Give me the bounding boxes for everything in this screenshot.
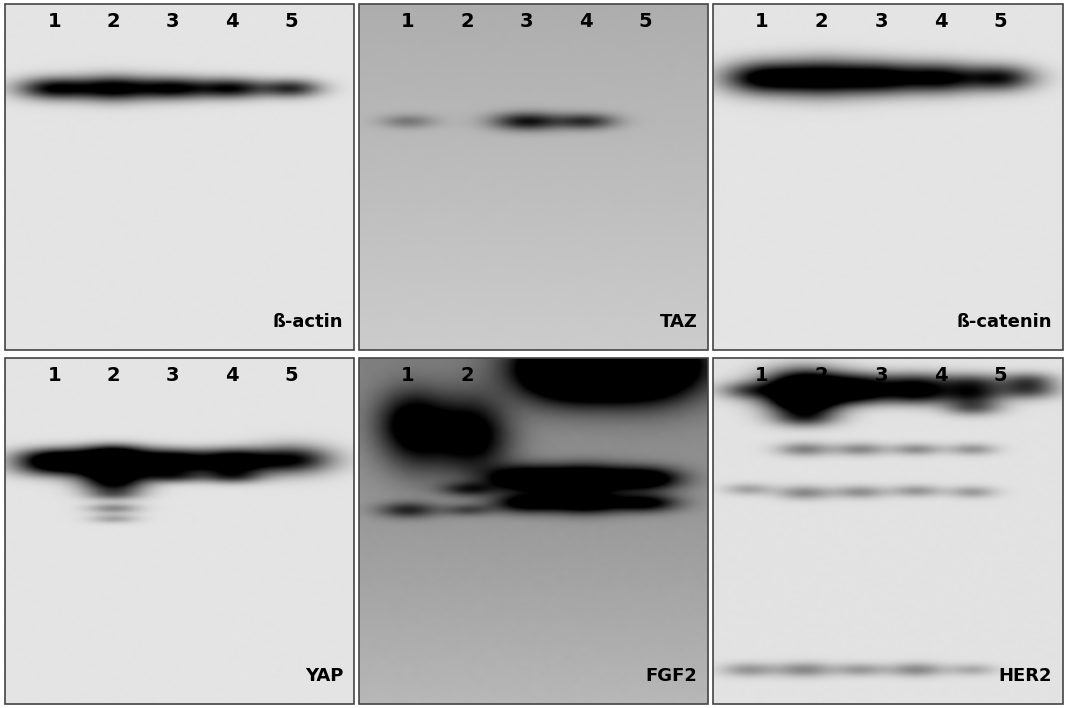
Text: 4: 4 [225,366,239,385]
Text: 3: 3 [166,366,179,385]
Text: 1: 1 [401,12,415,31]
Text: 3: 3 [874,12,888,31]
Text: 2: 2 [461,366,474,385]
Text: 1: 1 [401,366,415,385]
Text: 4: 4 [579,366,593,385]
Text: 5: 5 [639,366,652,385]
Text: 3: 3 [520,12,533,31]
Text: 4: 4 [934,12,948,31]
Text: 5: 5 [994,12,1006,31]
Text: 4: 4 [934,366,948,385]
Text: 1: 1 [47,12,61,31]
Text: 2: 2 [107,366,120,385]
Text: 2: 2 [107,12,120,31]
Text: 3: 3 [166,12,179,31]
Text: 4: 4 [225,12,239,31]
Text: ß-actin: ß-actin [273,314,343,331]
Text: 3: 3 [874,366,888,385]
Text: 2: 2 [461,12,474,31]
Text: 1: 1 [756,366,769,385]
Text: 1: 1 [756,12,769,31]
Text: 5: 5 [285,366,298,385]
Text: FGF2: FGF2 [646,668,697,685]
Text: 5: 5 [994,366,1006,385]
Text: YAP: YAP [305,668,343,685]
Text: 1: 1 [47,366,61,385]
Text: TAZ: TAZ [660,314,697,331]
Text: 2: 2 [814,12,828,31]
Text: 5: 5 [639,12,652,31]
Text: 3: 3 [520,366,533,385]
Text: ß-catenin: ß-catenin [957,314,1052,331]
Text: HER2: HER2 [999,668,1052,685]
Text: 5: 5 [285,12,298,31]
Text: 4: 4 [579,12,593,31]
Text: 2: 2 [814,366,828,385]
